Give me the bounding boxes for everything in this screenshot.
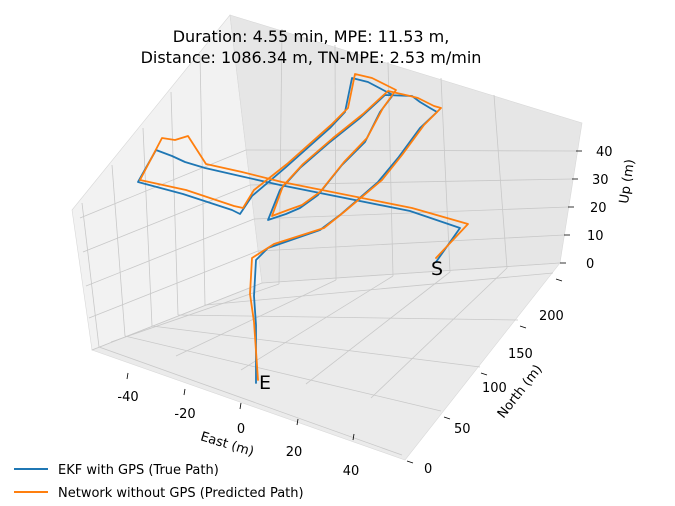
north-tick-labels: 0 50 100 150 200	[424, 309, 564, 477]
title-line-1: Duration: 4.55 min, MPE: 11.53 m,	[173, 27, 450, 46]
predicted-path-line	[139, 73, 469, 381]
legend: EKF with GPS (True Path) Network without…	[14, 463, 304, 501]
up-tick-label: 10	[587, 229, 604, 244]
up-tick-label: 20	[590, 201, 607, 216]
north-tick-label: 100	[482, 381, 507, 396]
up-tick-label: 30	[592, 173, 609, 188]
east-tick-label: -20	[174, 407, 195, 422]
start-label: S	[431, 258, 443, 280]
east-tick-labels: -40 -20 0 20 40	[117, 390, 359, 479]
legend-label-true: EKF with GPS (True Path)	[58, 463, 219, 478]
north-tick-label: 150	[508, 347, 533, 362]
east-tick-label: 20	[286, 445, 303, 460]
north-tick-label: 50	[454, 422, 471, 437]
up-tick-label: 40	[596, 145, 613, 160]
end-label: E	[259, 372, 271, 394]
axis-ticks	[126, 150, 582, 464]
east-tick-label: 40	[343, 464, 360, 479]
title-line-2: Distance: 1086.34 m, TN-MPE: 2.53 m/min	[141, 48, 482, 67]
grid-lines	[79, 28, 577, 456]
east-tick-label: -40	[117, 390, 138, 405]
up-tick-labels: 0 10 20 30 40	[586, 145, 613, 272]
north-tick-label: 0	[424, 462, 432, 477]
east-axis-label: East (m)	[199, 429, 256, 459]
east-tick-label: 0	[237, 422, 245, 437]
legend-label-predicted: Network without GPS (Predicted Path)	[58, 486, 304, 501]
north-tick-label: 200	[539, 309, 564, 324]
up-axis-label: Up (m)	[617, 158, 638, 204]
up-tick-label: 0	[586, 257, 594, 272]
